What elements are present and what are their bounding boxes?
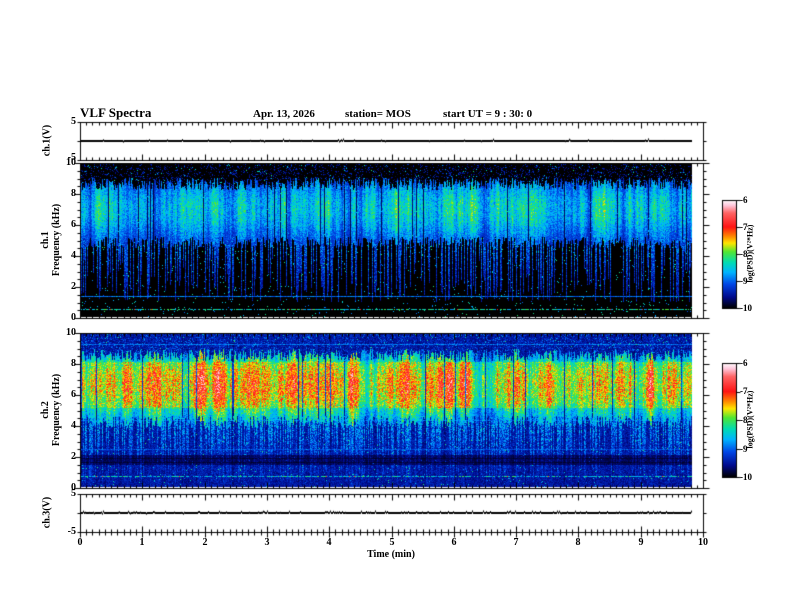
- freq-tick-label: 6: [71, 389, 76, 400]
- x-tick-label: 2: [202, 537, 208, 548]
- x-tick-label: 5: [389, 537, 395, 548]
- volt-tick-label: 5: [71, 488, 76, 499]
- y-axis-label-ch2-spec-line1: ch.2: [40, 401, 51, 419]
- freq-tick-label: 0: [71, 482, 76, 493]
- colorbar-axis-label: log(PSD)(V²*Hz): [745, 224, 755, 283]
- volt-tick-label: -5: [67, 526, 76, 537]
- y-axis-label-ch1-spec: ch.1 Frequency (kHz): [40, 185, 62, 295]
- colorbar-tick-label: -6: [740, 195, 748, 205]
- freq-tick-label: 0: [71, 312, 76, 323]
- colorbar-tick-label: -8: [740, 415, 748, 425]
- x-tick-label: 4: [326, 537, 332, 548]
- freq-tick-label: 8: [71, 188, 76, 199]
- page-title: VLF Spectra: [80, 105, 152, 120]
- freq-tick-label: 2: [71, 281, 76, 292]
- x-tick-label: 1: [139, 537, 145, 548]
- x-tick-label: 10: [698, 537, 708, 548]
- freq-tick-label: 10: [66, 327, 76, 338]
- x-tick-label: 6: [451, 537, 457, 548]
- x-tick-label: 3: [264, 537, 270, 548]
- y-axis-label-ch2-spec-line2: Frequency (kHz): [51, 373, 62, 447]
- colorbar-tick-label: -7: [740, 222, 748, 232]
- freq-tick-label: 2: [71, 451, 76, 462]
- colorbar-tick-label: -7: [740, 386, 748, 396]
- colorbar-tick-label: -10: [740, 472, 752, 482]
- colorbar-tick-label: -8: [740, 249, 748, 259]
- x-tick-label: 0: [77, 537, 83, 548]
- colorbar-tick-label: -6: [740, 358, 748, 368]
- y-axis-label-ch1-spec-line1: ch.1: [40, 231, 51, 249]
- freq-tick-label: 4: [71, 250, 76, 261]
- freq-tick-label: 6: [71, 219, 76, 230]
- colorbar-tick-label: -9: [740, 444, 748, 454]
- start-ut-label: start UT = 9 : 30: 0: [443, 108, 533, 120]
- colorbar-tick-label: -10: [740, 303, 752, 313]
- freq-tick-label: 8: [71, 358, 76, 369]
- colorbar-tick-label: -9: [740, 276, 748, 286]
- freq-tick-label: 4: [71, 420, 76, 431]
- y-axis-label-ch1-spec-line2: Frequency (kHz): [51, 203, 62, 277]
- x-tick-label: 7: [513, 537, 519, 548]
- volt-tick-label: -5: [67, 152, 76, 163]
- freq-tick-label: 10: [66, 157, 76, 168]
- volt-tick-label: 5: [71, 116, 76, 127]
- station-label: station= MOS: [345, 108, 411, 120]
- x-tick-label: 9: [638, 537, 644, 548]
- x-axis-title: Time (min): [367, 549, 415, 560]
- colorbar-axis-label: log(PSD)(V²*Hz): [745, 390, 755, 449]
- date-label: Apr. 13, 2026: [253, 108, 315, 120]
- y-axis-label-ch2-spec: ch.2 Frequency (kHz): [40, 355, 62, 465]
- x-tick-label: 8: [575, 537, 581, 548]
